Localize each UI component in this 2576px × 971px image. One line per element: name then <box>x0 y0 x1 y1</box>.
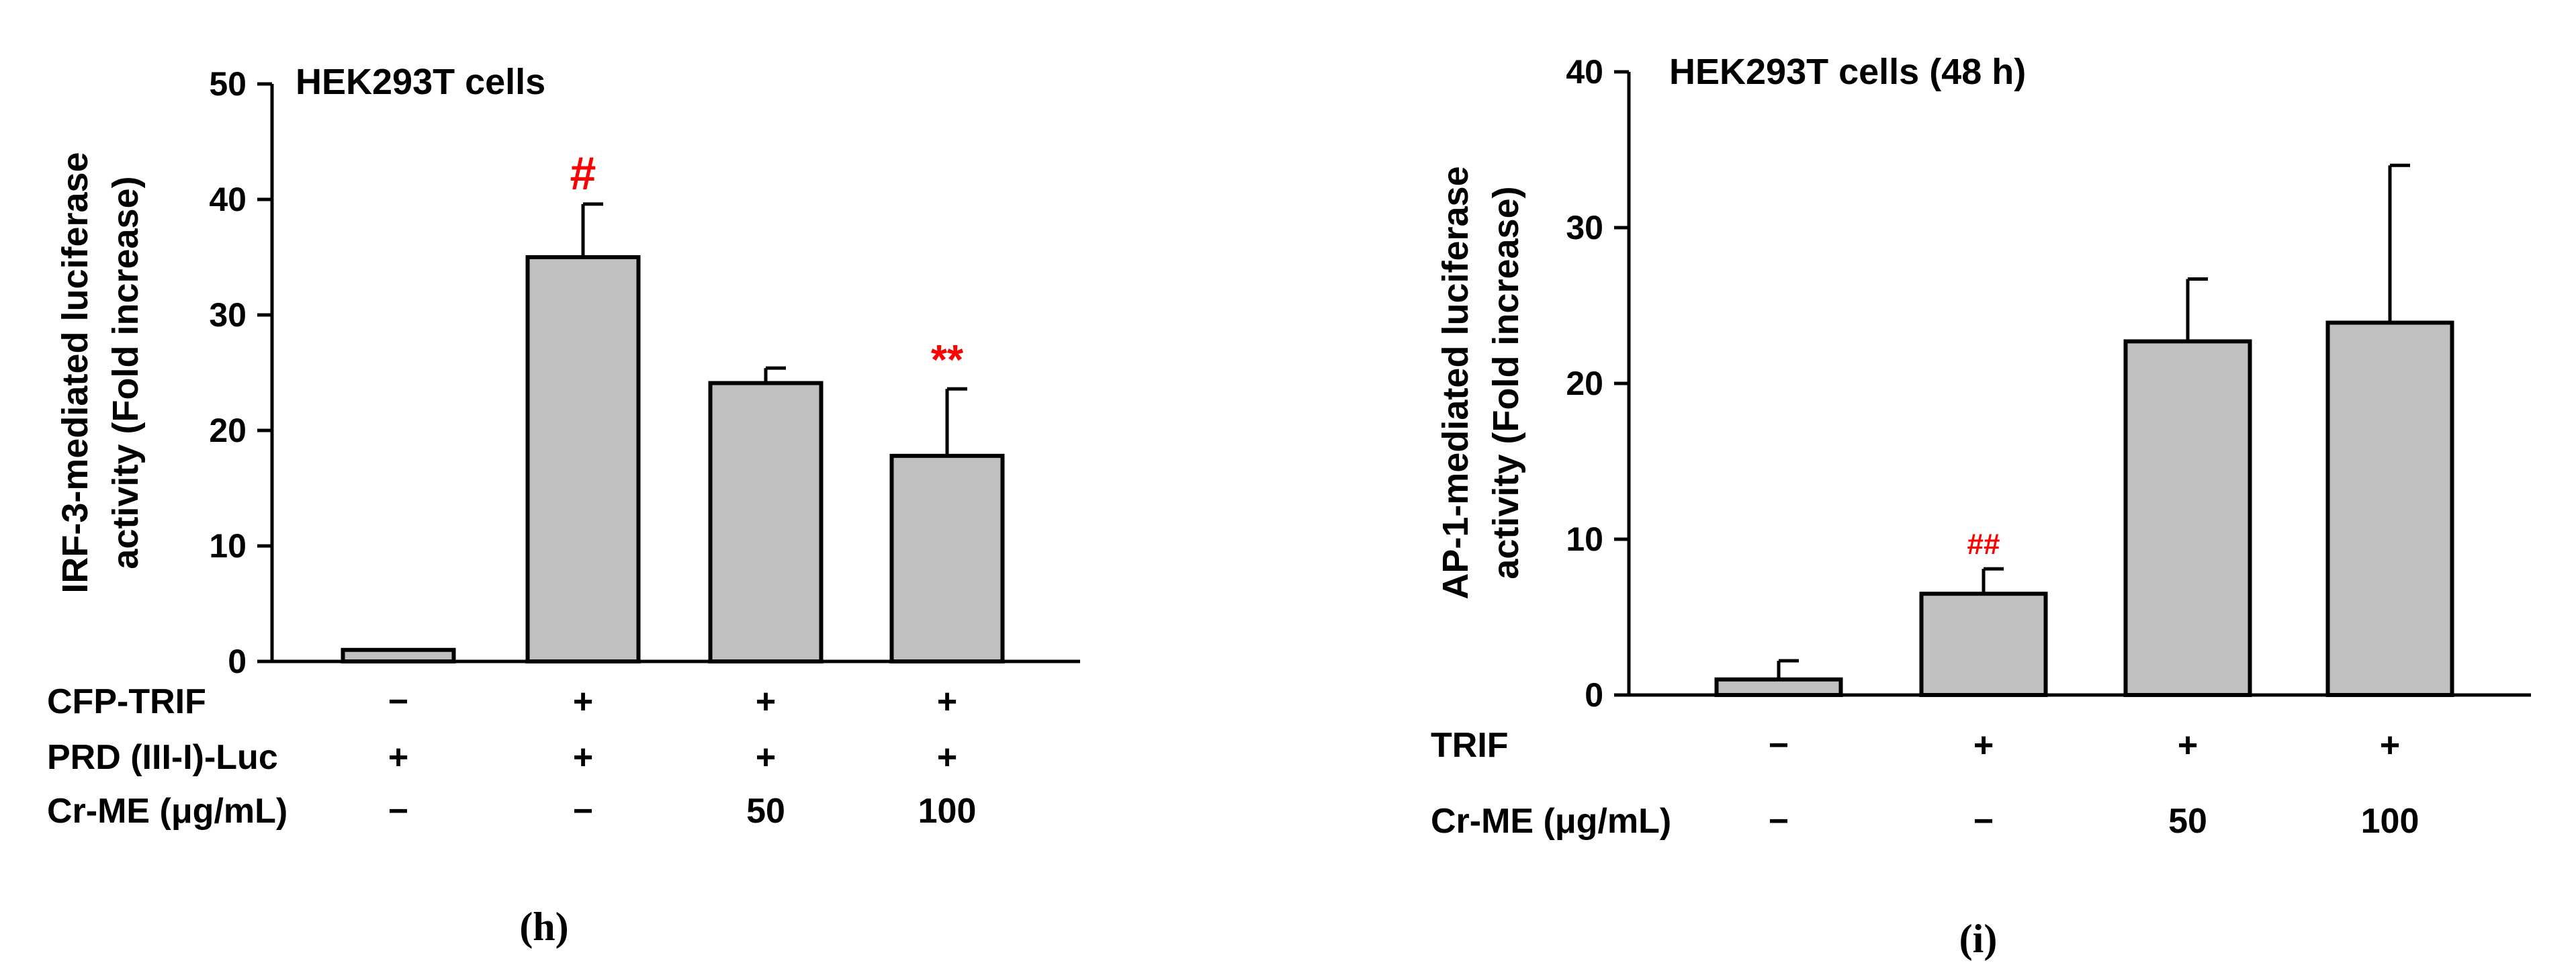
condition-cell: + <box>937 738 957 777</box>
condition-cell: − <box>388 682 408 721</box>
condition-label: CFP-TRIF <box>47 682 206 721</box>
chart-title: HEK293T cells <box>296 62 545 102</box>
y-tick-label: 50 <box>209 65 247 103</box>
condition-label: PRD (III-I)-Luc <box>47 738 278 777</box>
y-tick-label: 0 <box>1585 676 1603 714</box>
bar <box>1919 592 2048 698</box>
condition-cell: + <box>756 682 776 721</box>
condition-label: TRIF <box>1431 726 1509 765</box>
significance-annotation: ## <box>1967 528 2000 561</box>
condition-cell: + <box>388 738 408 777</box>
bar <box>889 453 1005 664</box>
condition-cell: − <box>573 792 593 831</box>
y-axis-label-line2: activity (Fold increase) <box>105 176 146 569</box>
significance-annotation: ** <box>931 337 964 383</box>
y-axis-label-line2: activity (Fold increase) <box>1486 186 1526 579</box>
condition-cell: + <box>573 682 593 721</box>
y-axis-label-line1: IRF-3-mediated luciferase <box>55 152 95 593</box>
condition-cell: + <box>756 738 776 777</box>
condition-cell: + <box>937 682 957 721</box>
bar <box>341 647 456 663</box>
condition-cell: + <box>2178 726 2198 765</box>
bar <box>525 255 641 663</box>
y-tick-label: 10 <box>1566 520 1603 558</box>
bar <box>708 381 824 663</box>
y-axis-label-line1: AP-1-mediated luciferase <box>1435 166 1476 599</box>
condition-label: Cr-ME (μg/mL) <box>47 792 287 831</box>
condition-cell: 50 <box>746 792 785 831</box>
significance-annotation: # <box>570 147 596 199</box>
chart-title: HEK293T cells (48 h) <box>1669 52 2026 92</box>
condition-cell: + <box>1973 726 1994 765</box>
y-tick-label: 40 <box>209 181 247 218</box>
condition-cell: − <box>388 792 408 831</box>
condition-cell: − <box>1973 802 1994 841</box>
condition-cell: + <box>573 738 593 777</box>
condition-cell: 50 <box>2168 802 2207 841</box>
condition-cell: + <box>2380 726 2400 765</box>
y-tick-label: 30 <box>1566 209 1603 246</box>
y-tick-label: 30 <box>209 296 247 334</box>
y-tick-label: 10 <box>209 527 247 565</box>
condition-cell: 100 <box>2361 802 2419 841</box>
panel-label: (h) <box>519 905 568 949</box>
condition-cell: 100 <box>918 792 977 831</box>
bar <box>1714 677 1843 697</box>
condition-cell: − <box>1769 802 1789 841</box>
panel-label: (i) <box>1959 917 1998 961</box>
condition-cell: − <box>1769 726 1789 765</box>
condition-label: Cr-ME (μg/mL) <box>1431 802 1671 841</box>
y-tick-label: 40 <box>1566 53 1603 91</box>
bar <box>2325 320 2454 697</box>
y-tick-label: 20 <box>209 412 247 449</box>
y-tick-label: 20 <box>1566 365 1603 402</box>
bar <box>2123 339 2252 697</box>
y-tick-label: 0 <box>228 643 247 680</box>
